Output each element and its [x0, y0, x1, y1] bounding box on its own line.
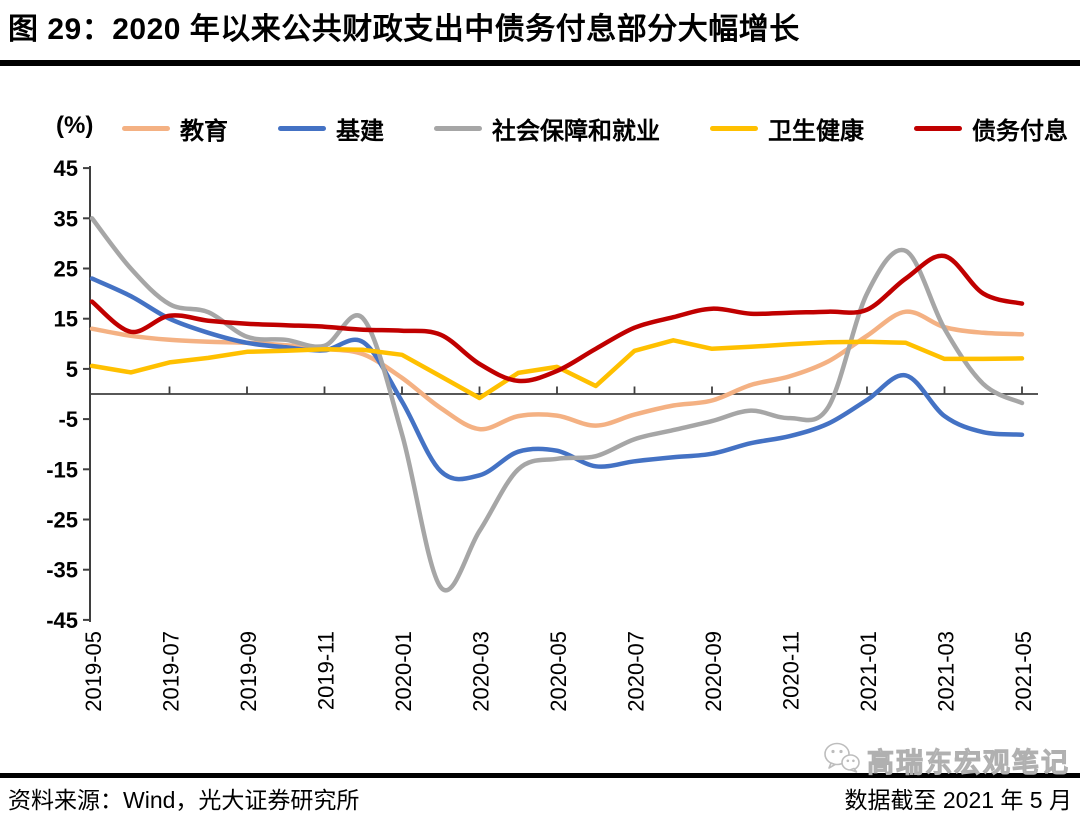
legend-item-3: 卫生健康 [710, 111, 864, 146]
x-tick-label: 2019-07 [159, 631, 184, 712]
series-line-3 [89, 338, 1025, 401]
y-tick-label: -15 [46, 457, 78, 482]
data-cutoff-note: 数据截至 2021 年 5 月 [844, 787, 1072, 813]
legend-line-marker [434, 125, 482, 131]
x-tick-label: 2021-05 [1011, 631, 1036, 712]
y-tick-label: -35 [46, 558, 78, 583]
series-line-1 [89, 276, 1025, 482]
legend-label: 债务付息 [972, 117, 1068, 145]
series-line-4 [89, 253, 1025, 384]
source-note: 资料来源：Wind，光大证券研究所 [8, 787, 360, 813]
y-tick-label: -5 [58, 407, 78, 432]
legend-label: 卫生健康 [768, 117, 864, 145]
x-tick-label: 2020-07 [624, 631, 649, 712]
y-tick-label: -45 [46, 608, 78, 633]
legend-line-marker [914, 125, 962, 131]
title-divider [0, 60, 1080, 66]
x-tick-label: 2020-03 [469, 631, 494, 712]
y-tick-label: 5 [66, 357, 78, 382]
watermark-text: 高瑞东宏观笔记 [867, 747, 1070, 778]
x-tick-label: 2019-05 [81, 631, 106, 712]
wechat-logo-icon [823, 741, 861, 780]
y-tick-label: 45 [54, 156, 78, 181]
legend-item-1: 基建 [278, 111, 384, 146]
y-tick-label: 15 [54, 307, 78, 332]
x-tick-label: 2020-11 [779, 631, 804, 710]
legend-item-2: 社会保障和就业 [434, 111, 660, 146]
y-tick-label: 25 [54, 257, 78, 282]
legend-label: 社会保障和就业 [492, 117, 660, 145]
footer-divider [0, 773, 1080, 778]
x-tick-label: 2020-05 [546, 631, 571, 712]
x-tick-label: 2020-01 [391, 631, 416, 712]
legend-item-0: 教育 [122, 111, 228, 146]
page-title: 图 29：2020 年以来公共财政支出中债务付息部分大幅增长 [8, 13, 800, 46]
watermark: 高瑞东宏观笔记 [823, 740, 1070, 780]
series-line-2 [89, 216, 1025, 593]
x-tick-label: 2020-09 [701, 631, 726, 712]
legend-label: 教育 [180, 117, 228, 145]
x-tick-label: 2019-09 [236, 631, 261, 712]
legend-line-marker [122, 125, 170, 131]
y-tick-label: 35 [54, 206, 78, 231]
legend-line-marker [278, 125, 326, 131]
x-tick-label: 2021-03 [934, 631, 959, 712]
legend-item-4: 债务付息 [914, 111, 1068, 146]
chart-legend: 教育 基建 社会保障和就业 卫生健康 债务付息 [122, 110, 1068, 146]
y-axis-unit-label: (%) [56, 112, 94, 139]
x-tick-label: 2019-11 [314, 631, 339, 710]
x-tick-label: 2021-01 [856, 631, 881, 712]
y-tick-label: -25 [46, 508, 78, 533]
legend-line-marker [710, 125, 758, 131]
legend-label: 基建 [336, 117, 384, 145]
